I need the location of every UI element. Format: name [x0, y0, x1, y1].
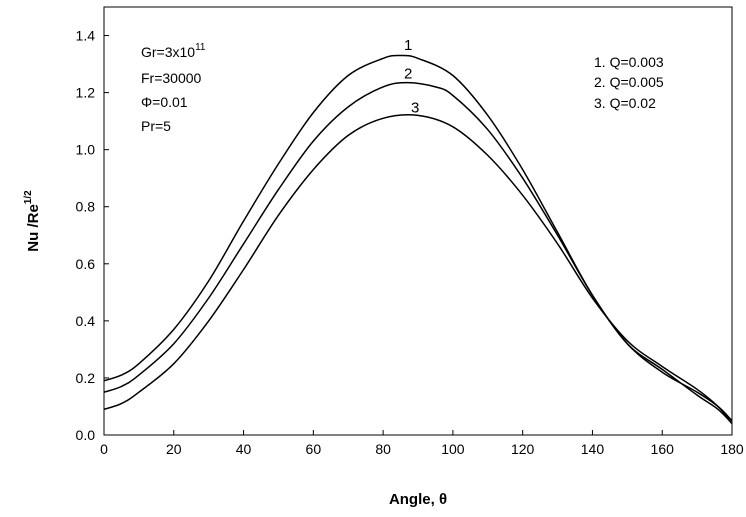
- curve-label-1: 1: [404, 37, 412, 54]
- x-tick-label: 80: [375, 441, 391, 457]
- plot-frame: [103, 6, 733, 436]
- y-tick-label: 1.2: [76, 85, 96, 101]
- param-fr: Fr=30000: [141, 70, 202, 86]
- y-axis-label: Nu /Re1/2: [23, 190, 42, 252]
- y-tick-label: 0.0: [76, 427, 96, 443]
- legend-entry-2: 2. Q=0.005: [594, 74, 664, 90]
- y-axis-ticks: 0.0 0.2 0.4 0.6 0.8 1.0 1.2 1.4: [76, 28, 109, 443]
- series-line-2: [103, 81, 733, 425]
- x-tick-label: 60: [306, 441, 322, 457]
- legend-entry-1: 1. Q=0.003: [594, 54, 664, 70]
- y-tick-label: 1.0: [76, 142, 96, 158]
- x-tick-label: 120: [511, 441, 535, 457]
- x-axis-ticks: 0 20 40 60 80 100 120 140 160 180: [100, 430, 744, 457]
- x-tick-label: 180: [720, 441, 744, 457]
- x-axis-label: Angle, θ: [389, 491, 447, 508]
- x-tick-label: 20: [166, 441, 182, 457]
- x-tick-label: 160: [651, 441, 675, 457]
- x-tick-label: 0: [100, 441, 108, 457]
- param-gr: Gr=3x1011: [141, 42, 206, 60]
- y-tick-label: 0.6: [76, 256, 96, 272]
- x-tick-label: 140: [581, 441, 605, 457]
- x-tick-label: 100: [441, 441, 465, 457]
- data-curves: [103, 54, 733, 425]
- y-tick-label: 0.8: [76, 199, 96, 215]
- curve-label-3: 3: [411, 100, 419, 117]
- x-tick-label: 40: [236, 441, 252, 457]
- curve-label-2: 2: [404, 65, 412, 82]
- series-line-3: [103, 114, 733, 425]
- y-tick-label: 1.4: [76, 28, 96, 44]
- y-tick-label: 0.2: [76, 370, 96, 386]
- series-line-1: [103, 54, 733, 422]
- param-phi: Φ=0.01: [141, 94, 188, 110]
- curve-labels: 1 2 3: [404, 37, 419, 117]
- y-tick-label: 0.4: [76, 313, 96, 329]
- param-pr: Pr=5: [141, 118, 171, 134]
- legend-entry-3: 3. Q=0.02: [594, 95, 656, 111]
